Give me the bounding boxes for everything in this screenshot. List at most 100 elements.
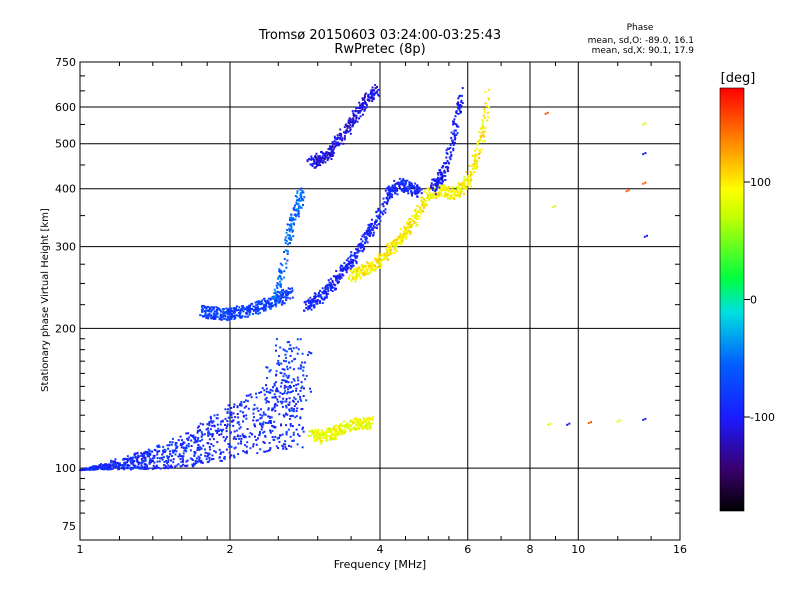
data-point (382, 205, 385, 208)
data-point (590, 421, 592, 424)
data-point (146, 455, 149, 458)
data-point (231, 315, 234, 318)
data-point (262, 309, 265, 312)
data-point (132, 456, 135, 459)
data-point (473, 171, 476, 174)
data-point (115, 464, 117, 467)
data-point (425, 197, 428, 200)
data-point (272, 408, 275, 411)
data-point (273, 303, 276, 306)
data-point (249, 393, 252, 396)
data-point (369, 262, 371, 265)
data-point (359, 246, 362, 249)
data-point (313, 430, 316, 433)
data-point (618, 419, 621, 422)
data-point (358, 243, 361, 246)
data-point (401, 240, 404, 242)
data-point (190, 445, 193, 447)
data-point (404, 180, 407, 182)
data-point (267, 408, 270, 411)
data-point (483, 109, 486, 112)
data-point (196, 449, 199, 451)
data-point (431, 189, 434, 191)
data-point (313, 303, 316, 306)
data-point (420, 188, 423, 191)
data-point (289, 415, 292, 418)
data-point (301, 352, 304, 355)
data-point (319, 293, 322, 296)
data-point (405, 228, 408, 231)
data-point (371, 422, 374, 425)
data-point (159, 457, 161, 460)
data-point (165, 460, 168, 462)
data-point (481, 119, 484, 122)
data-point (452, 120, 454, 123)
data-point (340, 264, 342, 267)
data-point (153, 461, 156, 464)
data-point (360, 422, 363, 425)
data-point (273, 406, 276, 409)
data-point (366, 419, 368, 422)
data-point (443, 174, 446, 177)
data-point (302, 369, 305, 372)
data-point (258, 433, 261, 436)
data-point (342, 420, 345, 423)
data-point (300, 365, 303, 368)
data-point (369, 269, 372, 272)
data-point (277, 297, 280, 300)
data-point (169, 450, 171, 453)
data-point (207, 454, 210, 457)
data-point (220, 315, 223, 318)
data-point (476, 142, 479, 145)
data-point (295, 346, 298, 349)
data-point (144, 456, 147, 459)
data-point (192, 436, 195, 439)
data-point (393, 247, 396, 250)
data-point (261, 302, 264, 305)
data-point (287, 376, 290, 379)
data-point (301, 197, 304, 200)
data-point (239, 311, 242, 314)
data-point (291, 409, 294, 412)
data-point (293, 213, 296, 216)
data-point (185, 444, 188, 447)
data-point (449, 144, 452, 146)
data-point (350, 254, 353, 257)
data-point (311, 299, 314, 302)
data-point (218, 456, 221, 459)
data-point (410, 219, 413, 222)
data-point (440, 184, 443, 187)
data-point (201, 432, 204, 435)
data-point (267, 407, 270, 410)
data-point (321, 433, 324, 436)
data-point (343, 137, 346, 140)
data-point (364, 421, 367, 424)
data-point (278, 440, 281, 443)
data-point (290, 407, 293, 410)
data-point (100, 465, 103, 468)
data-point (292, 439, 295, 442)
data-point (341, 139, 343, 142)
data-point (98, 464, 101, 467)
data-point (235, 305, 238, 308)
data-point (288, 234, 291, 236)
data-point (315, 439, 318, 442)
data-point (421, 209, 424, 212)
data-point (291, 230, 294, 233)
data-point (233, 454, 235, 457)
data-point (144, 450, 147, 453)
data-point (200, 309, 203, 312)
data-point (232, 412, 235, 415)
data-point (260, 391, 263, 394)
data-point (331, 281, 334, 284)
data-point (296, 192, 299, 195)
data-point (343, 262, 346, 265)
data-point (642, 182, 645, 185)
data-point (336, 431, 339, 433)
data-point (280, 423, 283, 426)
data-point (279, 285, 282, 287)
data-point (206, 455, 209, 458)
data-point (375, 215, 378, 218)
data-point (477, 139, 480, 142)
data-point (475, 147, 478, 150)
